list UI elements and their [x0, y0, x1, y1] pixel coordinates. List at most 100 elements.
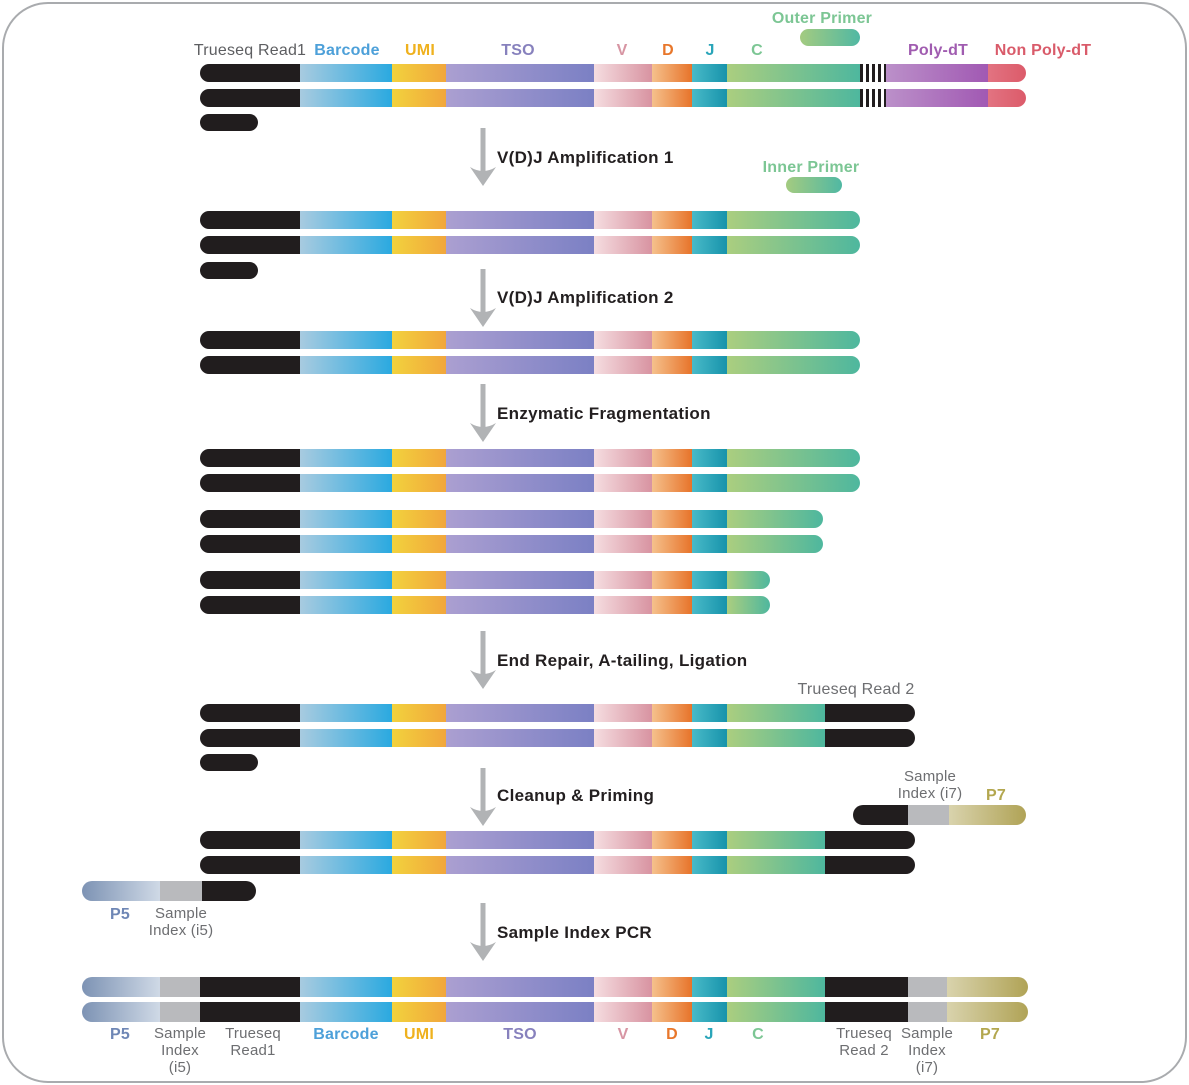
segment-v [594, 729, 652, 747]
segment-read [200, 64, 300, 82]
segment-tso [446, 831, 594, 849]
amplified-strand [200, 236, 860, 254]
segment-umi [392, 331, 446, 349]
segment-j [692, 729, 727, 747]
segment-umi [392, 729, 446, 747]
segment-tso [446, 977, 594, 997]
step-label-sample-index-pcr: Sample Index PCR [497, 923, 653, 942]
segment-j [692, 449, 727, 467]
segment-polydt [886, 89, 988, 107]
segment-d [652, 571, 692, 589]
segment-v [594, 449, 652, 467]
segment-hatch [860, 89, 886, 107]
segment-read [200, 331, 300, 349]
segment-j [692, 474, 727, 492]
segment-barcode [300, 1002, 392, 1022]
segment-j [692, 571, 727, 589]
segment-v [594, 211, 652, 229]
segment-read [200, 236, 300, 254]
p5-i5-adapter [82, 881, 256, 901]
segment-barcode [300, 236, 392, 254]
segment-read [200, 831, 300, 849]
label-umi: UMI [404, 1026, 434, 1043]
segment-read [200, 89, 300, 107]
segment-p7 [947, 1002, 1028, 1022]
segment-c [727, 596, 770, 614]
segment-j [692, 510, 727, 528]
segment-umi [392, 64, 446, 82]
segment-v [594, 831, 652, 849]
segment-j [692, 831, 727, 849]
segment-barcode [300, 64, 392, 82]
label-umi: UMI [405, 42, 435, 59]
segment-nonpolydt [988, 64, 1026, 82]
segment-read [825, 704, 915, 722]
segment-j [692, 89, 727, 107]
segment-umi [392, 704, 446, 722]
segment-d [652, 831, 692, 849]
outer-primer-pill [800, 29, 860, 46]
segment-d [652, 1002, 692, 1022]
label-outer-primer: Outer Primer [771, 10, 873, 27]
segment-j [692, 535, 727, 553]
segment-v [594, 1002, 652, 1022]
segment-j [692, 356, 727, 374]
label-tso: TSO [501, 42, 535, 59]
segment-c [727, 356, 860, 374]
segment-barcode [300, 535, 392, 553]
step-label-end-repair-a-tailing-ligation: End Repair, A-tailing, Ligation [497, 651, 748, 670]
segment-c [727, 535, 823, 553]
final-library-strand [82, 1002, 1028, 1022]
segment-v [594, 356, 652, 374]
label-inner-primer: Inner Primer [762, 159, 860, 176]
segment-d [652, 474, 692, 492]
ligated-strand [200, 704, 915, 722]
segment-primer [800, 29, 860, 46]
inner-primer-pill [786, 177, 842, 193]
segment-tso [446, 331, 594, 349]
segment-c [727, 64, 860, 82]
arrow-down-icon [470, 768, 496, 831]
segment-tso [446, 1002, 594, 1022]
segment-d [652, 331, 692, 349]
leftover-fragment [200, 262, 258, 279]
segment-read [200, 474, 300, 492]
segment-j [692, 1002, 727, 1022]
segment-read [200, 449, 300, 467]
label-sample-index-i7: Sample Index (i7) [900, 1025, 954, 1076]
segment-c [727, 474, 860, 492]
segment-j [692, 596, 727, 614]
segment-barcode [300, 704, 392, 722]
segment-c [727, 1002, 825, 1022]
segment-tso [446, 449, 594, 467]
arrow-down-icon [470, 128, 496, 191]
segment-c [727, 856, 825, 874]
segment-d [652, 977, 692, 997]
fragmented-strand-short [200, 571, 770, 589]
label-trueseq-read-2: Trueseq Read 2 [836, 1025, 892, 1059]
segment-umi [392, 1002, 446, 1022]
label-p5: P5 [110, 1026, 130, 1043]
segment-v [594, 856, 652, 874]
segment-gray [160, 977, 200, 997]
segment-p7 [949, 805, 1026, 825]
segment-v [594, 474, 652, 492]
segment-umi [392, 236, 446, 254]
segment-c [727, 211, 860, 229]
segment-c [727, 89, 860, 107]
segment-barcode [300, 596, 392, 614]
segment-tso [446, 64, 594, 82]
segment-read [853, 805, 908, 825]
segment-read [200, 211, 300, 229]
label-c: C [752, 1026, 764, 1043]
segment-read [200, 356, 300, 374]
segment-j [692, 704, 727, 722]
segment-read [200, 754, 258, 771]
segment-umi [392, 89, 446, 107]
leftover-fragment [200, 114, 258, 131]
label-trueseq-read1: Trueseq Read1 [193, 42, 307, 59]
segment-d [652, 449, 692, 467]
label-tso: TSO [503, 1026, 537, 1043]
segment-tso [446, 356, 594, 374]
segment-read [200, 704, 300, 722]
